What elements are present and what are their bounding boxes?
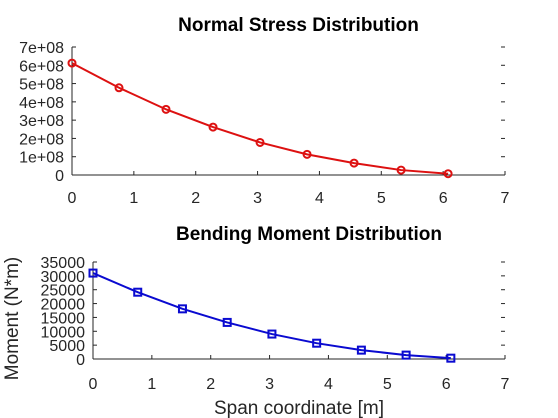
moment-data-point xyxy=(133,287,143,297)
moment-x-tick-label: 2 xyxy=(206,376,215,393)
stress-data-point xyxy=(443,169,453,179)
stress-data-point xyxy=(114,83,124,93)
moment-data-point xyxy=(222,317,232,327)
moment-y-tick-label: 10000 xyxy=(41,324,86,341)
stress-y-tick-label: 0 xyxy=(55,168,64,185)
moment-chart-title: Bending Moment Distribution xyxy=(176,224,442,245)
stress-y-tick-label: 4e+08 xyxy=(19,95,64,112)
moment-data-point xyxy=(446,353,456,363)
moment-data-point xyxy=(267,329,277,339)
stress-data-point xyxy=(208,122,218,132)
moment-data-point xyxy=(177,304,187,314)
stress-data-point xyxy=(349,158,359,168)
moment-x-axis-label: Span coordinate [m] xyxy=(214,398,384,418)
stress-chart-title: Normal Stress Distribution xyxy=(178,15,419,36)
moment-y-tick-label: 0 xyxy=(76,352,85,369)
stress-x-tick-label: 6 xyxy=(439,190,448,207)
moment-y-tick-label: 20000 xyxy=(41,297,86,314)
stress-x-tick-label: 5 xyxy=(377,190,386,207)
stress-data-point xyxy=(67,58,77,68)
stress-y-tick-label: 6e+08 xyxy=(19,58,64,75)
moment-x-tick-label: 3 xyxy=(265,376,274,393)
moment-y-tick-label: 5000 xyxy=(49,338,85,355)
stress-x-tick-label: 3 xyxy=(253,190,262,207)
stress-x-tick-label: 4 xyxy=(315,190,324,207)
moment-data-point xyxy=(312,338,322,348)
stress-data-point xyxy=(161,104,171,114)
moment-x-tick-label: 1 xyxy=(147,376,156,393)
moment-y-tick-label: 35000 xyxy=(41,255,86,272)
stress-x-tick-label: 0 xyxy=(68,190,77,207)
moment-y-tick-label: 25000 xyxy=(41,283,86,300)
normal-stress-plot: 0 1 2 3 4 5 6 701e+082e+083e+084e+085e+086e+087… xyxy=(19,15,509,207)
stress-x-tick-label: 1 xyxy=(129,190,138,207)
stress-data-point xyxy=(396,165,406,175)
stress-y-tick-label: 2e+08 xyxy=(19,131,64,148)
moment-x-tick-label: 7 xyxy=(501,376,510,393)
stress-y-tick-label: 1e+08 xyxy=(19,150,64,167)
moment-x-tick-label: 5 xyxy=(383,376,392,393)
stress-x-tick-label: 7 xyxy=(501,190,510,207)
moment-x-tick-label: 4 xyxy=(324,376,333,393)
moment-data-point xyxy=(356,345,366,355)
moment-x-tick-label: 6 xyxy=(442,376,451,393)
stress-data-point xyxy=(255,137,265,147)
stress-y-tick-label: 7e+08 xyxy=(19,40,64,57)
stress-y-tick-label: 3e+08 xyxy=(19,113,64,130)
stress-x-tick-label: 2 xyxy=(191,190,200,207)
stress-data-point xyxy=(302,149,312,159)
moment-x-tick-label: 0 xyxy=(89,376,98,393)
moment-data-point xyxy=(401,350,411,360)
moment-y-axis-label: Moment (N*m) xyxy=(2,257,23,381)
bending-moment-plot: 0 1 2 3 4 5 6 705000100001500020000250003000035… xyxy=(2,224,510,418)
moment-series-line xyxy=(92,272,451,360)
stress-series-line xyxy=(71,62,449,175)
moment-data-point xyxy=(88,268,98,278)
moment-y-tick-label: 15000 xyxy=(41,310,86,327)
stress-y-tick-label: 5e+08 xyxy=(19,77,64,94)
moment-y-tick-label: 30000 xyxy=(41,269,86,286)
